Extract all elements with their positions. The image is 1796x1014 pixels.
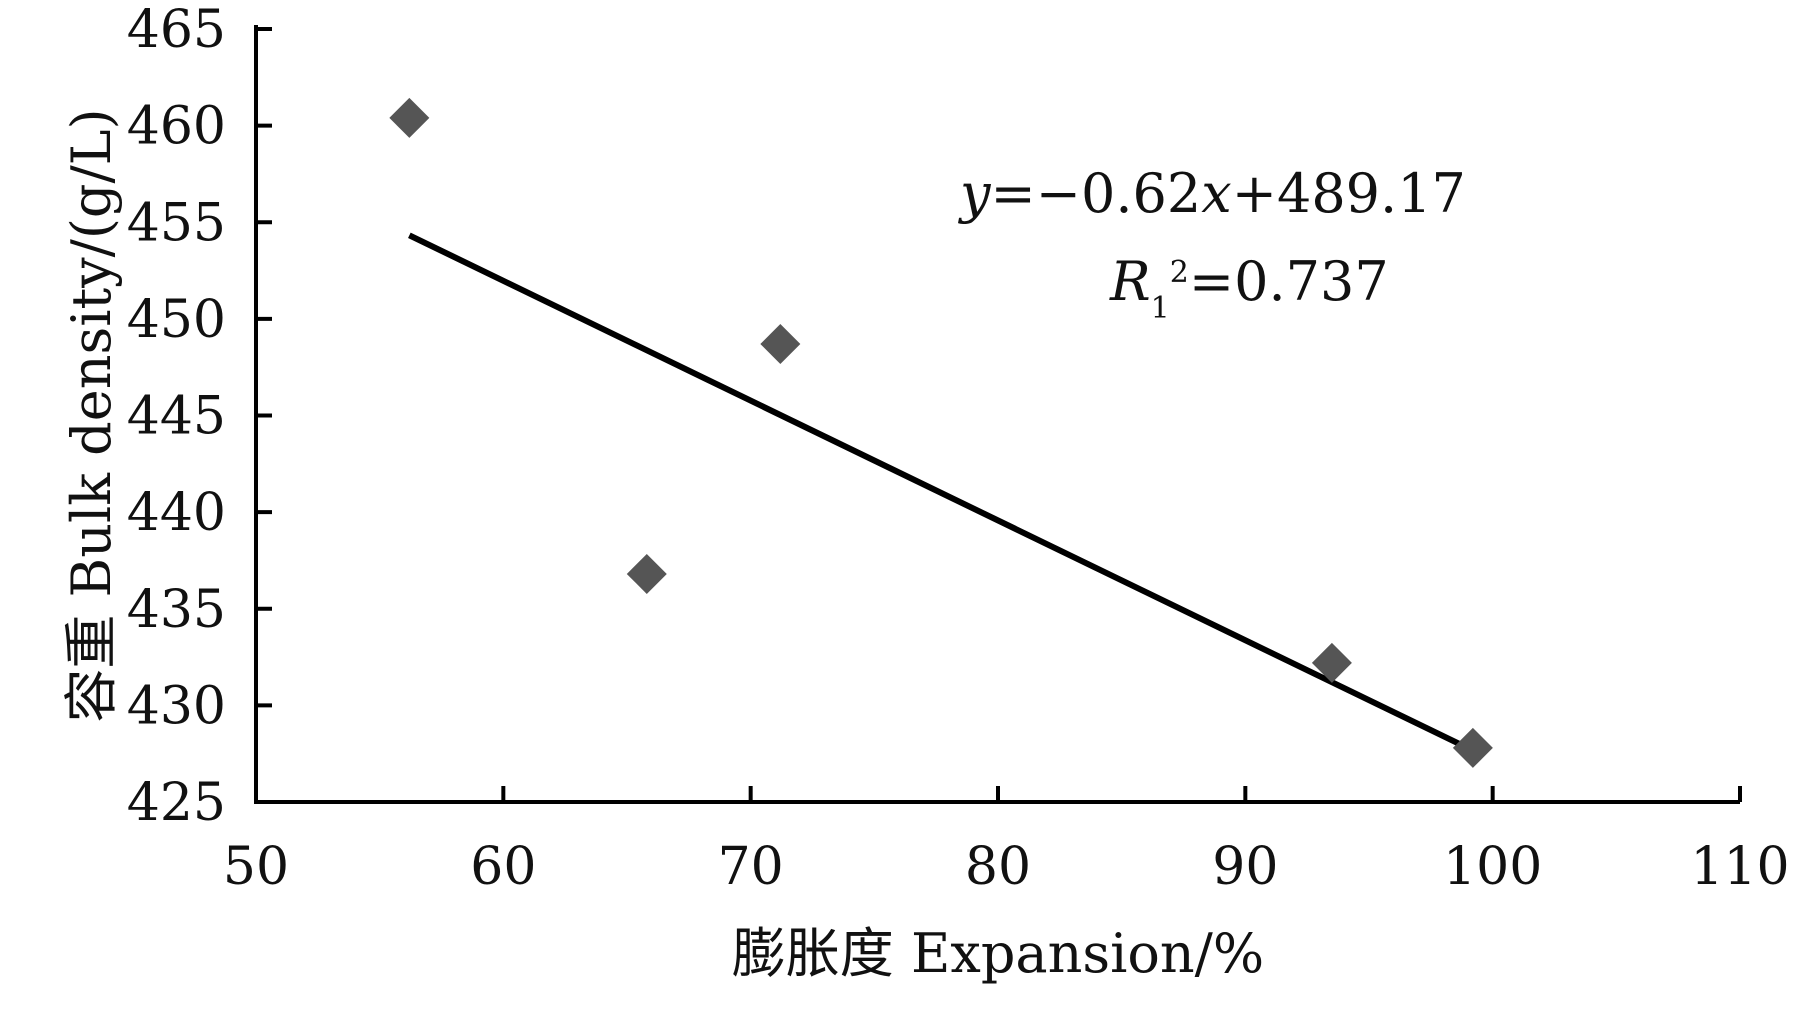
y-tick-label: 430 xyxy=(127,676,226,736)
x-tick-label: 60 xyxy=(470,837,536,897)
data-points xyxy=(389,97,1493,768)
data-point xyxy=(389,97,430,138)
y-tick-label: 445 xyxy=(127,387,226,447)
y-tick-label: 455 xyxy=(127,193,226,253)
data-point xyxy=(626,553,667,594)
x-axis-ticks: 50 60 70 80 90 100 110 xyxy=(223,786,1790,897)
data-point xyxy=(1311,642,1352,683)
y-tick-label: 435 xyxy=(127,580,226,640)
y-axis-ticks: 425 430 435 440 445 450 455 460 465 xyxy=(127,0,272,833)
y-axis-title: 容重 Bulk density/(g/L) xyxy=(60,108,123,722)
regression-equation: y=−0.62x+489.17 xyxy=(958,162,1466,225)
equation-part-1: =−0.62 xyxy=(991,162,1202,225)
x-tick-label: 90 xyxy=(1212,837,1278,897)
equation-var-y: y xyxy=(958,162,992,225)
y-tick-label: 460 xyxy=(127,97,226,157)
axes xyxy=(254,25,1740,804)
data-point xyxy=(1452,727,1493,768)
y-tick-label: 450 xyxy=(127,290,226,350)
data-point xyxy=(760,323,801,364)
x-tick-label: 50 xyxy=(223,837,289,897)
r-squared-var: R xyxy=(1109,250,1151,313)
y-tick-label: 465 xyxy=(127,0,226,60)
r-squared-superscript: 2 xyxy=(1170,255,1189,290)
x-tick-label: 110 xyxy=(1690,837,1789,897)
x-tick-label: 80 xyxy=(965,837,1031,897)
equation-part-2: +489.17 xyxy=(1232,162,1466,225)
equation-var-x: x xyxy=(1201,162,1231,225)
x-tick-label: 100 xyxy=(1443,837,1542,897)
y-tick-label: 440 xyxy=(127,483,226,543)
r-squared-label: R12=0.737 xyxy=(1109,250,1389,326)
r-squared-subscript: 1 xyxy=(1151,291,1170,326)
trendline xyxy=(408,232,1475,754)
x-tick-label: 70 xyxy=(718,837,784,897)
x-axis-title: 膨胀度 Expansion/% xyxy=(732,922,1264,985)
r-squared-value: =0.737 xyxy=(1189,250,1389,313)
y-tick-label: 425 xyxy=(127,773,226,833)
